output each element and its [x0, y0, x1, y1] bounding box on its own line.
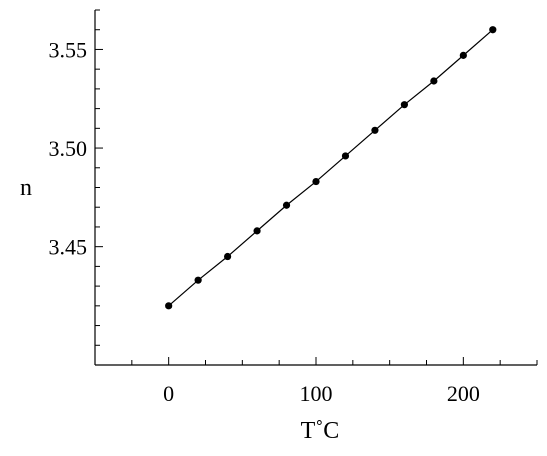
data-point	[459, 51, 467, 59]
data-point	[312, 177, 320, 186]
plot-area	[165, 26, 497, 310]
y-tick-label: 3.45	[49, 235, 88, 260]
data-point	[400, 101, 408, 109]
data-point	[165, 302, 173, 310]
y-tick-label: 3.50	[49, 136, 88, 161]
data-point	[371, 126, 379, 134]
data-point	[282, 201, 291, 209]
x-tick-label: 0	[163, 381, 174, 406]
axes	[94, 10, 537, 366]
ticks: 0 100 200 3.45 3.50 3.55	[49, 9, 538, 406]
x-tick-label: 200	[447, 381, 480, 406]
data-point	[341, 152, 350, 160]
x-axis-title: T˚C	[301, 418, 340, 444]
y-axis-title: n	[20, 175, 32, 201]
y-tick-label: 3.55	[49, 37, 88, 62]
data-point	[430, 77, 438, 85]
data-point	[253, 227, 261, 235]
data-point	[224, 252, 232, 261]
data-point	[194, 276, 202, 284]
data-point	[489, 26, 497, 34]
series-line	[168, 29, 494, 307]
x-tick-label: 100	[300, 381, 333, 406]
